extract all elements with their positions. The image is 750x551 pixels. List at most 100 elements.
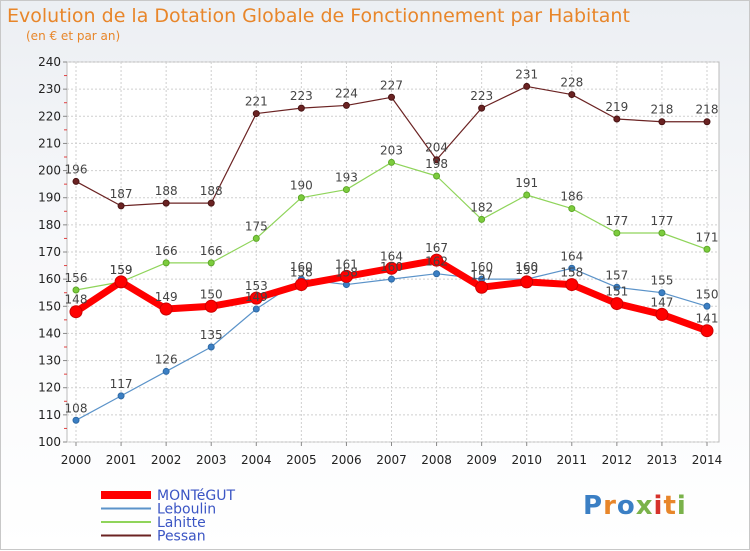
logo-letter: i [676,491,687,521]
data-label: 221 [245,95,268,109]
data-label: 157 [470,268,493,282]
data-label: 117 [110,377,133,391]
data-label: 219 [605,100,628,114]
y-tick-label: 180 [38,218,61,232]
data-label: 160 [290,260,313,274]
data-label: 158 [560,266,583,280]
y-tick-label: 170 [38,245,61,259]
data-label: 158 [290,266,313,280]
data-label: 191 [515,176,538,190]
data-point [703,302,711,310]
data-label: 150 [696,287,719,301]
data-label: 196 [65,162,88,176]
data-point [613,283,621,291]
data-point [613,229,621,237]
data-label: 228 [560,76,583,90]
legend-item: Leboulin [157,502,216,518]
x-tick-label: 2013 [647,453,678,467]
y-tick-label: 110 [38,408,61,422]
data-point [294,278,308,292]
y-tick-label: 210 [38,136,61,150]
chart-title: Evolution de la Dotation Globale de Fonc… [7,5,630,27]
legend-item: MONTéGUT [157,488,235,504]
data-label: 218 [696,103,719,117]
data-point [568,205,576,213]
data-point [475,280,489,294]
data-label: 204 [425,141,448,155]
data-point [117,202,125,210]
y-tick-label: 130 [38,354,61,368]
y-tick-label: 230 [38,82,61,96]
data-label: 166 [200,244,223,258]
data-label: 159 [110,263,133,277]
data-label: 149 [245,290,268,304]
y-tick-label: 150 [38,299,61,313]
y-tick-label: 100 [38,435,61,449]
chart-subtitle: (en € et par an) [26,29,121,43]
data-label: 177 [605,214,628,228]
logo-letter: r [603,491,617,521]
data-label: 188 [155,184,178,198]
x-tick-label: 2002 [151,453,182,467]
data-label: 193 [335,171,358,185]
data-point [565,278,579,292]
data-point [478,104,486,112]
data-point [69,305,83,319]
data-point [72,177,80,185]
data-label: 175 [245,219,268,233]
data-point [207,199,215,207]
data-point [658,229,666,237]
data-point [297,104,305,112]
data-label: 231 [515,67,538,81]
data-point [207,343,215,351]
data-point [388,158,395,166]
data-label: 187 [110,187,133,201]
data-label: 166 [155,244,178,258]
data-label: 159 [110,263,133,277]
x-tick-label: 2000 [61,453,92,467]
data-point [339,269,353,283]
data-label: 150 [200,287,223,301]
data-point [523,191,531,199]
data-label: 167 [425,241,448,255]
x-tick-label: 2011 [557,453,588,467]
x-tick-label: 2007 [376,453,407,467]
data-point [610,297,624,311]
data-point [523,82,531,90]
data-point [252,234,260,242]
x-tick-label: 2001 [106,453,137,467]
data-point [117,392,125,400]
data-label: 147 [650,295,673,309]
x-tick-label: 2008 [421,453,452,467]
data-label: 198 [425,157,448,171]
data-label: 218 [650,103,673,117]
x-tick-label: 2010 [511,453,542,467]
data-point [700,324,714,338]
data-label: 160 [515,260,538,274]
legend-item: Lahitte [157,515,206,531]
data-point [114,275,128,289]
data-point [613,115,621,123]
data-label: 141 [696,312,719,326]
data-point [159,302,173,316]
data-label: 227 [380,78,403,92]
data-point [433,270,441,278]
data-label: 156 [65,271,88,285]
data-label: 171 [696,230,719,244]
data-point [658,118,666,126]
data-point [433,172,441,180]
data-label: 126 [155,352,178,366]
data-label: 160 [380,260,403,274]
data-label: 161 [335,257,358,271]
data-label: 159 [515,263,538,277]
data-label: 223 [290,89,313,103]
data-point [252,305,260,313]
y-tick-label: 120 [38,381,61,395]
data-point [658,289,666,297]
y-tick-label: 190 [38,191,61,205]
data-label: 186 [560,190,583,204]
logo-letter: x [635,491,654,521]
data-label: 155 [650,274,673,288]
data-point [568,91,576,99]
